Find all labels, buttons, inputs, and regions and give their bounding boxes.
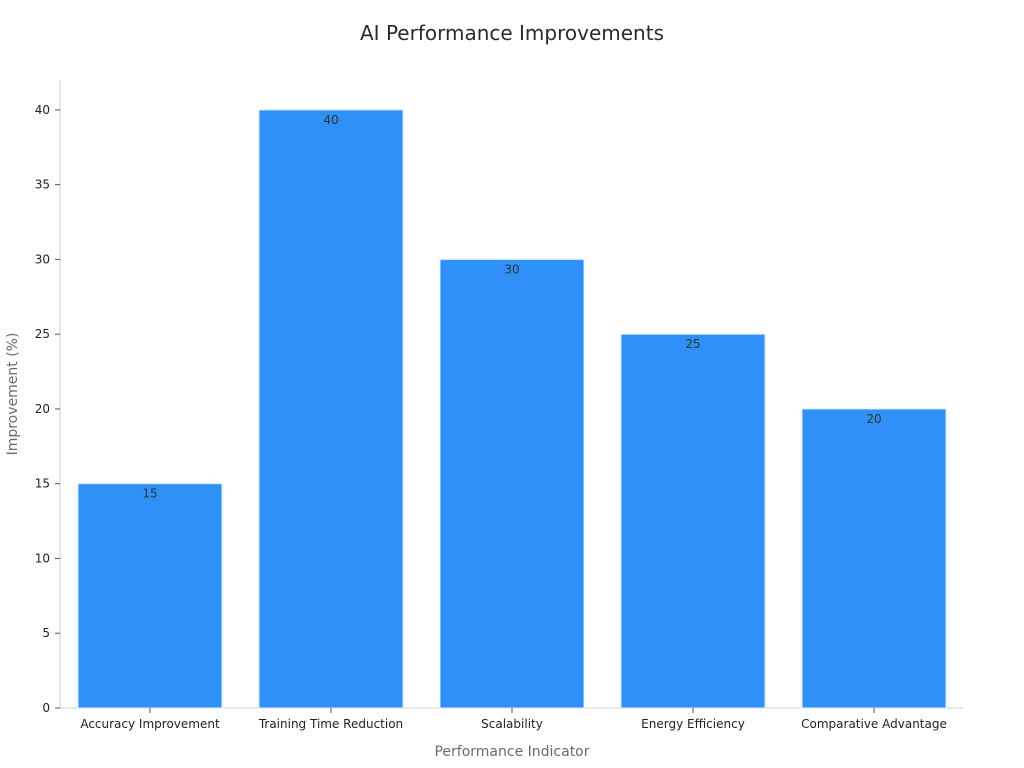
bar [621,334,765,708]
y-tick-label: 10 [35,551,50,565]
bar-value-label: 20 [866,412,881,426]
plot-area: 0 5 10 15 20 25 30 35 40 Accuracy Improvement 15 Tr… [35,80,963,731]
bar-value-label: 30 [504,262,519,276]
bar [440,259,584,708]
x-axis-label: Performance Indicator [434,744,589,760]
y-tick-label: 20 [35,402,50,416]
y-axis-label: Improvement (%) [5,333,21,456]
bar [259,110,403,708]
bar [802,409,946,708]
y-tick-label: 40 [35,103,50,117]
bar-value-label: 25 [685,337,700,351]
y-tick-label: 15 [35,477,50,491]
y-tick-label: 0 [42,701,50,715]
chart-title: AI Performance Improvements [360,21,664,45]
y-tick-label: 25 [35,327,50,341]
y-tick-label: 5 [42,626,50,640]
x-tick-label: Comparative Advantage [801,717,947,731]
x-tick-label: Energy Efficiency [641,717,745,731]
bar-value-label: 40 [323,113,338,127]
x-tick-label: Training Time Reduction [258,717,403,731]
x-tick-label: Scalability [481,717,543,731]
bar [78,484,222,708]
x-tick-label: Accuracy Improvement [80,717,220,731]
bar-value-label: 15 [142,487,157,501]
y-tick-label: 30 [35,252,50,266]
y-tick-label: 35 [35,178,50,192]
